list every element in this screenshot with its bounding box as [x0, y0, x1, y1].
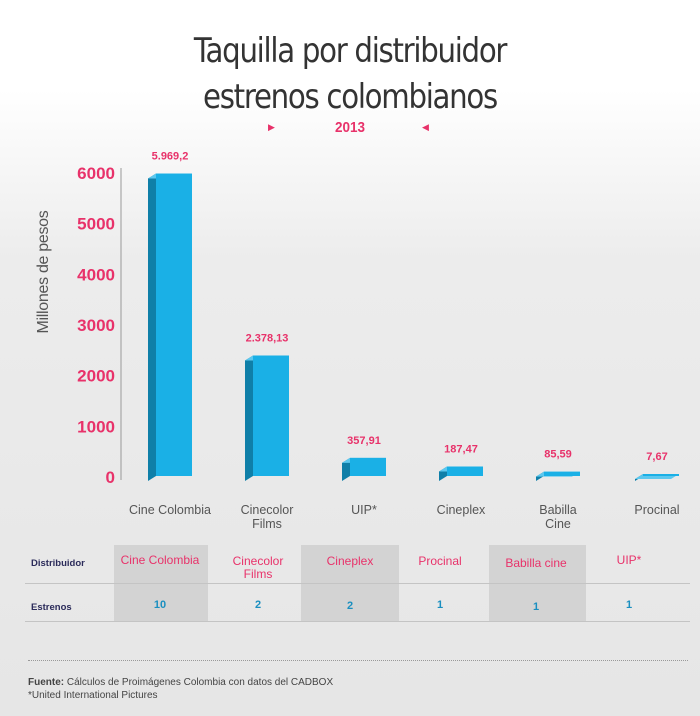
distributor-name: Cineplex: [326, 554, 374, 568]
bar: [544, 471, 580, 476]
bar: [350, 457, 386, 476]
y-tick-label: 0: [106, 468, 115, 487]
footer: Fuente: Cálculos de Proimágenes Colombia…: [28, 676, 333, 702]
bar: [253, 355, 289, 476]
bar-chart: 6000 5000 4000 3000 2000 1000 0 5.969,2 Cine Col…: [77, 151, 679, 531]
value-label: 85,59: [544, 449, 572, 461]
distributor-name: Cine Colombia: [120, 553, 200, 567]
distributor-name: Babilla cine: [505, 556, 567, 570]
bar-side: [148, 173, 156, 481]
bar: [643, 474, 679, 476]
distributor-name: Procinal: [418, 554, 462, 568]
category-label: Films: [252, 517, 282, 531]
table-bottom-line: [25, 621, 690, 622]
y-tick-label: 6000: [77, 164, 115, 183]
arrow-right-icon: ▶: [268, 122, 275, 132]
y-tick-label: 4000: [77, 265, 115, 284]
table-row-divider: [25, 583, 690, 584]
footnote: *United International Pictures: [28, 690, 158, 701]
row-label-estrenos: Estrenos: [31, 602, 72, 613]
chart-title: Taquilla por distribuidor estrenos colom…: [49, 28, 651, 120]
bar-side: [342, 457, 350, 481]
y-tick-label: 2000: [77, 367, 115, 386]
category-label: Cinecolor: [241, 503, 294, 517]
estrenos-value: 2: [346, 600, 354, 612]
category-label: Cine Colombia: [129, 503, 211, 517]
source-line: Fuente: Cálculos de Proimágenes Colombia…: [28, 676, 333, 689]
title-line-2: estrenos colombianos: [203, 77, 498, 117]
bar-side: [245, 355, 253, 481]
category-label: Cineplex: [437, 503, 486, 517]
value-label: 2.378,13: [246, 333, 289, 345]
value-label: 5.969,2: [152, 151, 189, 163]
category-label: Babilla: [539, 503, 577, 517]
value-label: 357,91: [347, 435, 381, 447]
source-text: Cálculos de Proimágenes Colombia con dat…: [64, 677, 334, 688]
y-tick-label: 5000: [77, 215, 115, 234]
estrenos-value: 1: [532, 601, 540, 613]
y-tick-label: 3000: [77, 316, 115, 335]
year-label: 2013: [334, 119, 366, 136]
estrenos-value: 1: [436, 599, 444, 611]
category-label: Cine: [545, 517, 571, 531]
category-label: Procinal: [634, 503, 679, 517]
arrow-left-icon: ◀: [422, 122, 429, 132]
estrenos-value: 1: [625, 599, 633, 611]
title-line-1: Taquilla por distribuidor: [193, 31, 508, 71]
row-label-distribuidor: Distribuidor: [31, 558, 85, 569]
estrenos-value: 2: [254, 599, 262, 611]
estrenos-value: 10: [153, 599, 167, 611]
value-label: 7,67: [646, 451, 667, 463]
value-label: 187,47: [444, 444, 478, 456]
distributor-name: Cinecolor Films: [232, 554, 284, 581]
year-row: ▶ 2013 ◀: [0, 118, 700, 138]
bar: [156, 173, 192, 476]
y-tick-label: 1000: [77, 417, 115, 436]
distributor-table: Distribuidor Estrenos Cine Colombia Cinecol…: [25, 545, 690, 623]
footer-divider: [28, 660, 688, 661]
distributor-name: UIP*: [616, 553, 642, 567]
category-label: UIP*: [351, 503, 377, 517]
source-label: Fuente:: [28, 677, 65, 688]
bar: [447, 466, 483, 476]
